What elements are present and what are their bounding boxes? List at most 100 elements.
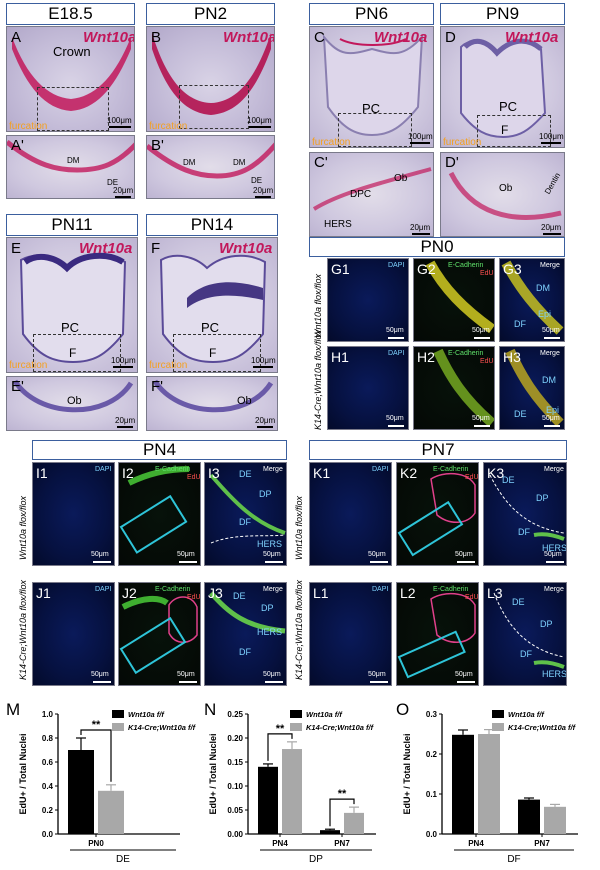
label-l2: L2: [400, 585, 416, 601]
scale-bar-c-prime: [412, 233, 430, 235]
tooth-outline: [460, 38, 547, 139]
x-tick-label: PN7: [334, 839, 350, 848]
scale-bar-l1: [370, 681, 388, 683]
y-tick-label: 0.15: [227, 758, 243, 767]
gene-label-c: Wnt10a: [374, 29, 428, 46]
fluor-panel-k1: K1 DAPI 50μm: [309, 462, 392, 566]
bar: [98, 790, 124, 834]
label-e: E: [11, 240, 22, 257]
label-e-prime: E': [11, 378, 24, 395]
header-pn14: PN14: [146, 214, 278, 236]
scale-b-prime: 20μm: [253, 186, 274, 195]
gene-label-d: Wnt10a: [505, 29, 559, 46]
inset-box-f: [173, 334, 261, 372]
bar: [258, 766, 278, 834]
y-tick-label: 0.05: [227, 806, 243, 815]
dm-label-b1: DM: [183, 158, 196, 167]
dapi-label-h1: DAPI: [388, 350, 405, 357]
df-label-l3: DF: [520, 649, 532, 659]
scale-e-prime: 20μm: [115, 416, 136, 425]
scale-h1: 50μm: [386, 415, 404, 422]
hers-outline: [312, 167, 432, 211]
scale-a: 100μm: [107, 116, 132, 125]
histology-panel-d: D Wnt10a PC F furcation 100μm: [440, 26, 565, 148]
merge-label-i3: Merge: [263, 466, 283, 473]
edu-label-h2: EdU: [480, 358, 494, 365]
scale-h2: 50μm: [472, 415, 490, 422]
scale-c: 100μm: [408, 132, 433, 141]
scale-bar-f-prime: [257, 426, 273, 428]
fluor-panel-i3: I3 Merge DE DP DF HERS 50μm: [204, 462, 287, 566]
dm-label-a: DM: [67, 156, 80, 165]
label-f-prime: F': [151, 378, 164, 395]
scale-bar-e: [113, 366, 133, 368]
epi-label-g3: Epi: [538, 309, 552, 319]
header-pn0: PN0: [309, 237, 565, 257]
header-pn7: PN7: [309, 440, 567, 460]
scale-bar-i1: [93, 561, 111, 563]
de-label-a: DE: [107, 178, 119, 187]
legend-swatch: [492, 710, 504, 718]
epithelium-outline: [147, 142, 274, 179]
bar: [68, 750, 94, 834]
y-tick-label: 0.8: [42, 734, 54, 743]
f-label-f: F: [209, 346, 217, 360]
edu-label-j2: EdU: [187, 594, 201, 601]
ob-label-d: Ob: [499, 183, 513, 194]
y-tick-label: 1.0: [42, 710, 54, 719]
furcation-label-f: furcation: [149, 360, 188, 371]
pulp-outline: [397, 592, 476, 679]
significance-label: **: [338, 788, 347, 800]
legend-label: Wnt10a f/f: [306, 710, 343, 719]
genotype-label-h: K14-Cre;Wnt10a flox/flox: [313, 329, 323, 430]
scale-j1: 50μm: [91, 671, 109, 678]
ob-label-e: Ob: [67, 395, 82, 407]
label-i1: I1: [36, 465, 48, 481]
inset-box-c: [338, 113, 412, 147]
label-j1: J1: [36, 585, 51, 601]
bar: [344, 812, 364, 834]
significance-bracket: [329, 798, 355, 827]
y-axis-label: EdU+ / Total Nuclei: [402, 733, 412, 814]
odontoblast-layer: [152, 379, 274, 413]
fluor-panel-g1: G1 DAPI 50μm: [327, 258, 409, 342]
de-label-i3: DE: [239, 469, 252, 479]
scale-bar-l2: [457, 681, 475, 683]
y-tick-label: 0.10: [227, 782, 243, 791]
scale-bar-j1: [93, 681, 111, 683]
ecad-label-g2: E-Cadherin: [448, 262, 484, 269]
epithelium-stain: [119, 595, 198, 675]
fluor-panel-h2: H2 E-Cadherin EdU 50μm: [413, 346, 495, 430]
fluor-panel-h1: H1 DAPI 50μm: [327, 346, 409, 430]
genotype-label-j: K14-Cre;Wnt10a flox/flox: [18, 579, 28, 680]
furcation-label-e: furcation: [9, 360, 48, 371]
pc-label-d: PC: [499, 99, 518, 114]
de-label-j3: DE: [233, 591, 246, 601]
legend-label: K14-Cre;Wnt10a f/f: [508, 723, 577, 732]
epithelium-stain: [119, 466, 190, 554]
scale-bar-g3: [544, 337, 560, 339]
scale-bar-d-prime: [543, 233, 561, 235]
scale-bar-d: [541, 142, 561, 144]
legend-label: K14-Cre;Wnt10a f/f: [306, 723, 375, 732]
f-label-e: F: [69, 346, 77, 360]
y-tick-label: 0.2: [426, 750, 438, 759]
scale-g3: 50μm: [542, 327, 560, 334]
y-tick-label: 0.1: [426, 790, 438, 799]
x-tick-label: PN0: [88, 839, 104, 848]
y-axis-label: EdU+ / Total Nuclei: [18, 733, 28, 814]
y-tick-label: 0.20: [227, 734, 243, 743]
scale-bar-k2: [457, 561, 475, 563]
scale-j2: 50μm: [177, 671, 195, 678]
dapi-label-j1: DAPI: [95, 586, 112, 593]
histology-panel-e-prime: E' Ob 20μm: [6, 376, 138, 431]
scale-i2: 50μm: [177, 551, 195, 558]
scale-d: 100μm: [539, 132, 564, 141]
scale-c-prime: 20μm: [410, 223, 431, 232]
fluor-panel-h3: H3 Merge DM DE Epi 50μm: [499, 346, 565, 430]
hers-label-i3: HERS: [257, 539, 283, 549]
fluor-panel-l1: L1 DAPI 50μm: [309, 582, 392, 686]
label-b: B: [151, 29, 162, 46]
label-d: D: [445, 29, 456, 46]
scale-l1: 50μm: [368, 671, 386, 678]
